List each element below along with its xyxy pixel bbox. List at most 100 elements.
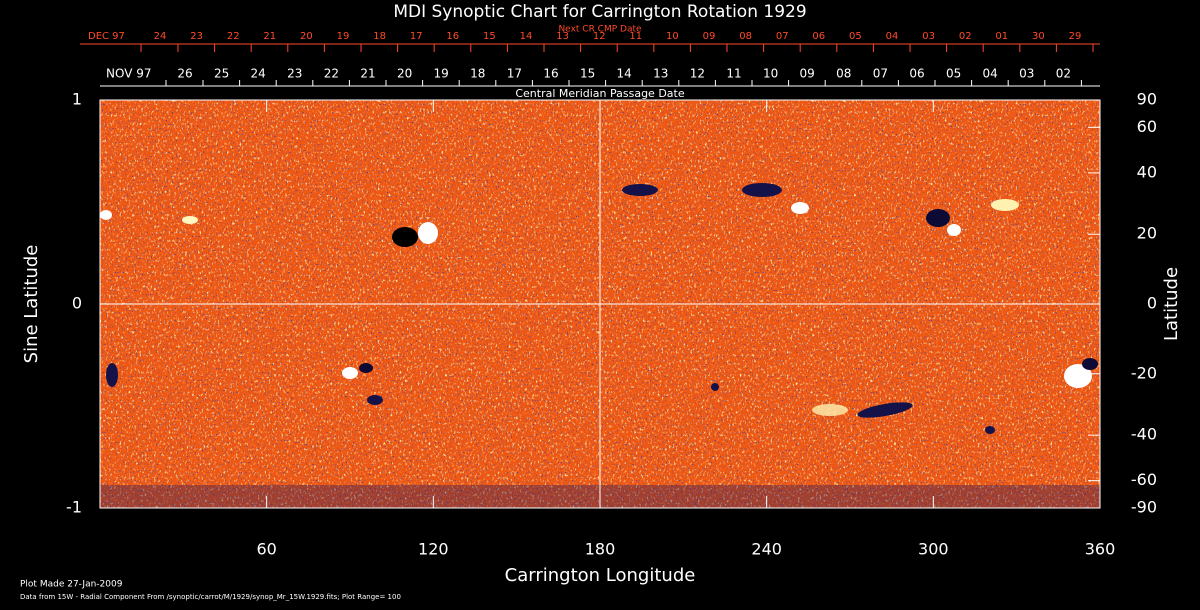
top-date-label: 29: [1069, 31, 1082, 42]
top-date-label: 22: [227, 31, 240, 42]
bottom-date-label: 10: [763, 67, 778, 81]
bottom-date-label: 12: [690, 67, 705, 81]
y2-tick-label: -40: [1131, 425, 1157, 444]
y2-tick-label: 90: [1137, 90, 1157, 109]
active-regions: [100, 183, 1098, 434]
top-date-label: 19: [337, 31, 350, 42]
sunspot: [791, 202, 809, 214]
top-date-label: 03: [922, 31, 935, 42]
top-date-label: 12: [593, 31, 606, 42]
top-date-label: 17: [410, 31, 423, 42]
sunspot: [991, 199, 1019, 211]
sunspot: [359, 363, 373, 373]
bottom-date-label: 09: [800, 67, 815, 81]
y2-tick-label: 60: [1137, 117, 1157, 136]
sunspot: [711, 383, 719, 391]
sunspot: [947, 224, 961, 236]
top-date-label: 23: [190, 31, 203, 42]
bottom-date-label: 11: [726, 67, 741, 81]
bottom-date-label: 21: [360, 67, 375, 81]
y-axis-label: Sine Latitude: [21, 245, 42, 364]
top-date-label: 09: [703, 31, 716, 42]
sunspot: [742, 183, 782, 197]
bottom-date-label: 08: [836, 67, 851, 81]
sunspot: [1064, 364, 1092, 388]
sunspot: [100, 210, 112, 220]
sunspot: [418, 222, 438, 244]
y2-axis-label: Latitude: [1161, 267, 1182, 341]
magnetogram: [99, 99, 1101, 509]
y2-tick-label: 40: [1137, 162, 1157, 181]
sunspot: [342, 367, 358, 379]
bottom-date-label: 22: [324, 67, 339, 81]
x-tick-label: 300: [918, 540, 949, 559]
y2-tick-label: 20: [1137, 224, 1157, 243]
x-tick-label: 240: [751, 540, 782, 559]
y2-tick-label: 0: [1147, 294, 1157, 313]
y2-tick-label: -60: [1131, 470, 1157, 489]
top-date-label: 10: [666, 31, 679, 42]
top-date-label: 06: [812, 31, 825, 42]
sunspot: [392, 227, 418, 247]
bottom-date-label: 13: [653, 67, 668, 81]
sunspot: [367, 395, 383, 405]
top-date-label: 08: [739, 31, 752, 42]
bottom-date-label: 07: [873, 67, 888, 81]
sunspot: [106, 363, 118, 387]
top-date-label: 14: [520, 31, 533, 42]
bottom-date-label: 18: [470, 67, 485, 81]
top-date-label: 07: [776, 31, 789, 42]
bottom-date-label: 04: [983, 67, 998, 81]
bottom-date-label: 25: [214, 67, 229, 81]
chart-title: MDI Synoptic Chart for Carrington Rotati…: [393, 2, 806, 22]
top-date-label: 30: [1032, 31, 1045, 42]
y-tick-label: 0: [72, 294, 82, 313]
bottom-date-label: 14: [617, 67, 632, 81]
top-date-label: DEC 97: [88, 31, 125, 42]
sunspot: [182, 216, 198, 224]
sunspot: [857, 402, 913, 418]
top-date-label: 20: [300, 31, 313, 42]
bottom-date-label: 16: [543, 67, 558, 81]
top-date-label: 13: [556, 31, 569, 42]
bottom-axis-title: Central Meridian Passage Date: [515, 87, 684, 100]
top-date-label: 05: [849, 31, 862, 42]
bottom-date-label: 03: [1019, 67, 1034, 81]
top-date-label: 01: [995, 31, 1008, 42]
bottom-date-label: NOV 97: [106, 67, 152, 81]
footer-plot-made: Plot Made 27-Jan-2009: [20, 580, 123, 590]
sunspot: [812, 404, 848, 416]
bottom-date-label: 19: [434, 67, 449, 81]
bottom-date-label: 05: [946, 67, 961, 81]
top-date-label: 16: [446, 31, 459, 42]
x-axis-label: Carrington Longitude: [505, 565, 696, 586]
sunspot: [985, 426, 995, 434]
bottom-date-label: 26: [177, 67, 192, 81]
top-date-label: 18: [373, 31, 386, 42]
top-date-label: 11: [629, 31, 642, 42]
y-tick-label: 1: [72, 90, 82, 109]
top-axis-title: Next CR CMP Date: [558, 25, 642, 35]
top-date-label: 21: [263, 31, 276, 42]
sunspot: [926, 209, 950, 227]
x-tick-label: 60: [256, 540, 276, 559]
top-date-label: 04: [886, 31, 899, 42]
bottom-date-label: 06: [909, 67, 924, 81]
bottom-date-label: 23: [287, 67, 302, 81]
bottom-date-label: 02: [1056, 67, 1071, 81]
top-date-label: 24: [154, 31, 167, 42]
sunspot: [622, 184, 658, 196]
footer-source: Data from 15W - Radial Component From /s…: [20, 593, 401, 601]
y2-tick-label: -20: [1131, 363, 1157, 382]
x-tick-label: 180: [585, 540, 616, 559]
y-tick-label: -1: [66, 498, 82, 517]
bottom-date-label: 17: [507, 67, 522, 81]
bottom-date-label: 24: [251, 67, 266, 81]
y2-tick-label: -90: [1131, 498, 1157, 517]
bottom-date-label: 20: [397, 67, 412, 81]
top-date-label: 02: [959, 31, 972, 42]
bottom-date-label: 15: [580, 67, 595, 81]
top-date-label: 15: [483, 31, 496, 42]
